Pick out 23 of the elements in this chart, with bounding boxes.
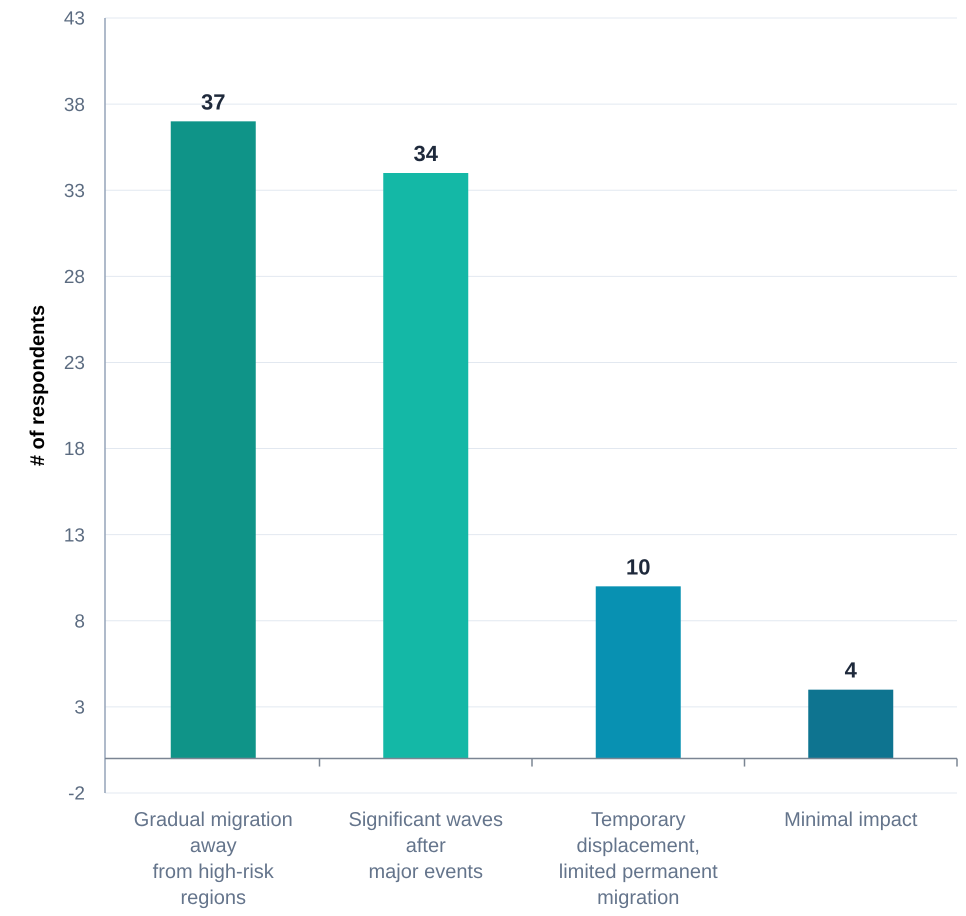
y-tick-label: 8 [74, 611, 85, 632]
data-label: 37 [201, 89, 226, 114]
y-tick-label: 18 [64, 439, 85, 460]
y-tick-label: 23 [64, 353, 85, 374]
y-tick-label: 43 [64, 8, 85, 30]
bar [596, 586, 681, 759]
bar [170, 121, 256, 759]
x-tick-label: Significant waves after major events [348, 809, 504, 883]
x-tick-label: Gradual migration away from high-risk regions [134, 809, 293, 909]
data-label: 4 [844, 658, 858, 683]
bar [808, 690, 894, 759]
y-tick-label: 13 [64, 525, 85, 546]
x-tick-label: Temporary displacement, limited permanent migration [558, 809, 718, 909]
data-label: 34 [414, 141, 439, 166]
y-tick-label: 28 [64, 266, 85, 288]
x-tick-label: Minimal impact [784, 809, 918, 831]
bar [383, 173, 468, 759]
y-axis-title: # of respondents [27, 304, 49, 466]
y-tick-label: 3 [74, 698, 85, 719]
y-tick-label: 38 [64, 94, 85, 116]
y-tick-label: -2 [68, 784, 85, 805]
data-label: 10 [626, 554, 650, 580]
y-tick-label: 33 [64, 180, 85, 202]
